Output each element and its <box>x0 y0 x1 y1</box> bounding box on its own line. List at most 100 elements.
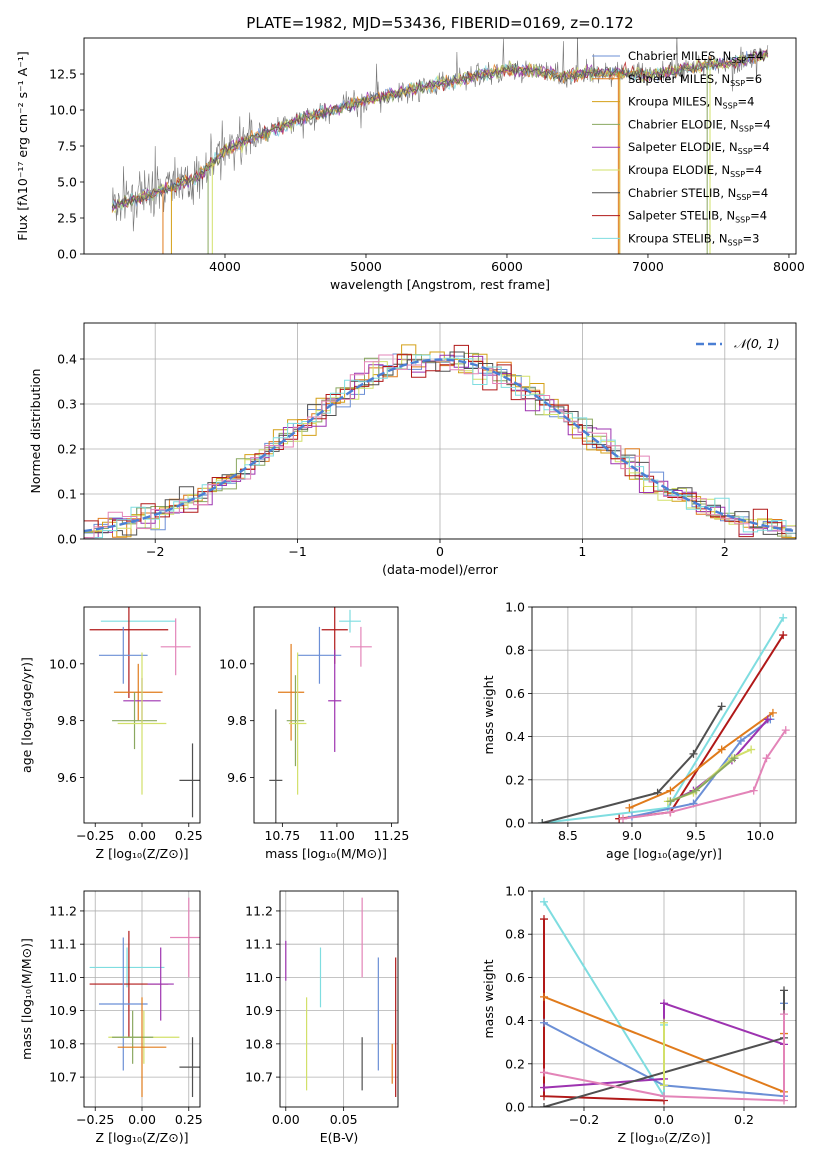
y-tick-label: 0.0 <box>505 1100 525 1115</box>
x-tick-label: −0.25 <box>76 1112 114 1127</box>
y-tick-label: 2.5 <box>57 211 77 226</box>
x-tick-label: −2 <box>146 544 164 559</box>
x-tick-label: 7000 <box>632 259 664 274</box>
weight-marker <box>768 708 777 717</box>
y-tick-label: 9.6 <box>227 770 247 785</box>
axes-frame <box>83 322 797 540</box>
weight-line <box>629 711 774 809</box>
chart-title: PLATE=1982, MJD=53436, FIBERID=0169, z=0… <box>246 14 633 32</box>
x-axis-label: (data-model)/error <box>382 562 499 577</box>
y-tick-label: 5.0 <box>57 175 77 190</box>
weight-marker <box>666 797 675 806</box>
y-tick-label: 11.2 <box>49 903 77 918</box>
weight-line <box>542 705 723 823</box>
axes-frame <box>83 606 201 824</box>
weight-marker <box>781 726 790 735</box>
weight-marker <box>666 786 675 795</box>
y-tick-label: 0.0 <box>57 532 77 547</box>
axes-frame <box>253 606 399 824</box>
x-axis-label: Z [log₁₀(Z/Z⊙)] <box>618 1130 711 1145</box>
x-tick-label: 8.5 <box>558 828 578 843</box>
x-axis-label: wavelength [Angstrom, rest frame] <box>330 277 550 292</box>
weight-marker <box>540 1083 548 1092</box>
y-tick-label: 11.1 <box>49 937 77 952</box>
legend-entry: Kroupa ELODIE, NSSP=4 <box>628 163 762 179</box>
y-tick-label: 9.8 <box>57 713 77 728</box>
x-tick-label: 10.0 <box>746 828 774 843</box>
axes-frame <box>279 890 399 1108</box>
x-tick-label: 1 <box>578 544 586 559</box>
plot-area <box>532 607 796 823</box>
y-tick-label: 10.9 <box>245 1003 273 1018</box>
y-tick-label: 10.7 <box>245 1070 273 1085</box>
weight-marker <box>717 702 726 711</box>
legend-entry: Kroupa STELIB, NSSP=3 <box>628 231 759 247</box>
weight-marker <box>763 715 772 724</box>
weight-marker <box>779 631 788 640</box>
weight-marker <box>747 745 756 754</box>
gaussian-curve <box>84 358 796 533</box>
weight-marker <box>666 808 675 817</box>
y-tick-label: 10.8 <box>245 1036 273 1051</box>
y-tick-label: 9.6 <box>57 770 77 785</box>
weight-marker <box>780 1096 788 1105</box>
y-tick-label: 10.0 <box>219 656 247 671</box>
x-axis-label: Z [log₁₀(Z/Z⊙)] <box>96 846 189 861</box>
axes-frame <box>83 890 201 1108</box>
weight-marker <box>540 1018 548 1027</box>
legend-entry: Chabrier MILES, NSSP=4 <box>628 49 763 65</box>
legend-entry: Salpeter MILES, NSSP=6 <box>628 72 762 88</box>
x-tick-label: 0.25 <box>175 828 203 843</box>
x-tick-label: 9.0 <box>622 828 642 843</box>
x-tick-label: −0.2 <box>569 1112 599 1127</box>
x-tick-label: 0.00 <box>272 1112 300 1127</box>
y-tick-label: 0.8 <box>505 643 525 658</box>
y-axis-label: age [log₁₀(age/yr)] <box>19 657 34 773</box>
y-tick-label: 10.9 <box>49 1003 77 1018</box>
x-tick-label: 2 <box>721 544 729 559</box>
y-tick-label: 1.0 <box>505 884 525 899</box>
y-tick-label: 0.4 <box>505 1013 525 1028</box>
weight-marker <box>538 819 547 823</box>
x-tick-label: 0.00 <box>128 828 156 843</box>
weight-marker <box>540 897 548 906</box>
histogram-step <box>88 354 796 539</box>
plot-area <box>84 323 796 539</box>
panel-weight-vs-age: 8.5 9.0 9.5 10.0 0.0 0.2 0.4 0.6 0.8 1.0 age [log₁… <box>481 600 797 861</box>
y-axis-label: mass weight <box>481 675 496 754</box>
x-tick-label: 0.2 <box>734 1112 754 1127</box>
plot-area <box>532 891 796 1107</box>
weight-marker <box>780 1010 788 1019</box>
axes-frame <box>531 606 797 824</box>
panel-age-vs-mass: 10.75 11.00 11.25 9.6 9.8 10.0 mass [log₁₀(M/M… <box>219 606 409 861</box>
weight-marker <box>540 1103 548 1107</box>
legend-entry: Chabrier ELODIE, NSSP=4 <box>628 117 771 133</box>
weight-marker <box>540 992 548 1001</box>
y-tick-label: 0.4 <box>505 729 525 744</box>
plot-area <box>280 891 398 1107</box>
weight-line <box>543 919 665 1102</box>
weight-marker <box>779 613 788 622</box>
legend-entry: Salpeter STELIB, NSSP=4 <box>628 209 767 225</box>
x-axis-label: age [log₁₀(age/yr)] <box>606 846 722 861</box>
weight-marker <box>660 1081 668 1090</box>
y-axis-label: Normed distribution <box>28 369 43 494</box>
x-tick-label: 8000 <box>773 259 805 274</box>
x-tick-label: 6000 <box>491 259 523 274</box>
x-axis-label: mass [log₁₀(M/M⊙)] <box>265 846 387 861</box>
panel-age-vs-Z: −0.25 0.00 0.25 9.6 9.8 10.0 Z [log₁₀(Z/Z⊙)] ag… <box>19 606 203 861</box>
y-tick-label: 0.8 <box>505 927 525 942</box>
x-tick-label: 10.75 <box>264 828 300 843</box>
y-tick-label: 0.4 <box>57 352 77 367</box>
y-tick-label: 9.8 <box>227 713 247 728</box>
x-tick-label: −0.25 <box>76 828 114 843</box>
y-tick-label: 0.6 <box>505 686 525 701</box>
legend-entry: Kroupa MILES, NSSP=4 <box>628 95 754 111</box>
y-tick-label: 0.2 <box>505 772 525 787</box>
panel-mass-vs-Z: −0.25 0.00 0.25 10.7 10.8 10.9 11.0 11.1 11.2 Z [… <box>19 890 203 1145</box>
weight-marker <box>749 786 758 795</box>
weight-marker <box>736 736 745 745</box>
weight-marker <box>660 1092 668 1101</box>
y-tick-label: 10.8 <box>49 1036 77 1051</box>
